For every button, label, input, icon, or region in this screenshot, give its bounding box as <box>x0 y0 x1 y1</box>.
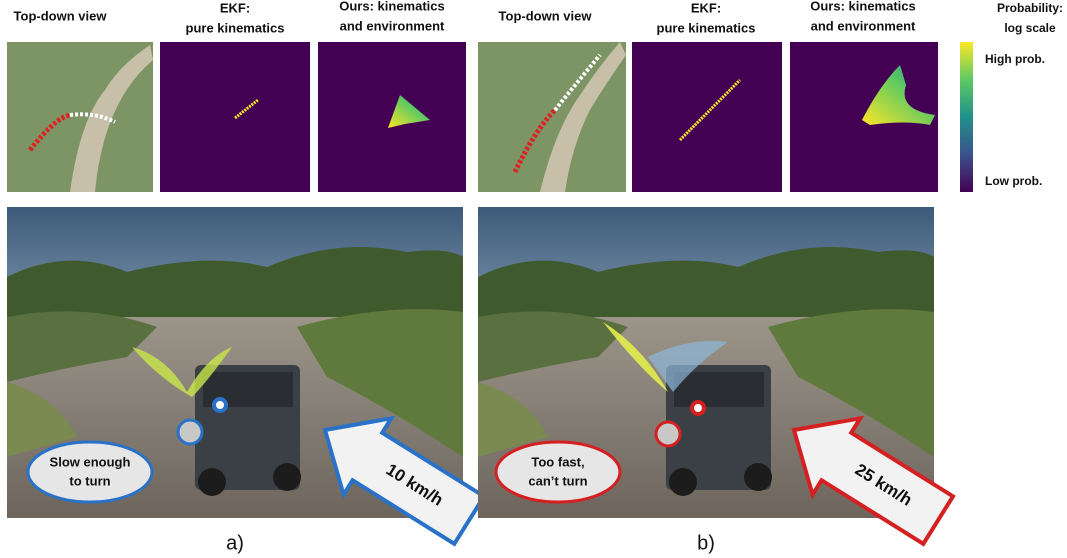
panel-label: a) <box>226 532 244 554</box>
colorbar-title: Probability: <box>997 1 1063 15</box>
colorbar-label: Low prob. <box>985 174 1042 188</box>
header: and environment <box>811 18 916 33</box>
header: EKF: <box>691 0 721 15</box>
callout-text: to turn <box>69 473 110 488</box>
header: pure kinematics <box>186 20 285 35</box>
callout-text: can’t turn <box>528 473 587 488</box>
header: Ours: kinematics <box>339 0 445 13</box>
colorbar-title: log scale <box>1004 21 1056 35</box>
colorbar <box>960 42 973 192</box>
top-down-image <box>7 42 153 192</box>
callout-text: Too fast, <box>531 454 584 469</box>
panel-label: b) <box>697 532 715 554</box>
colorbar-label: High prob. <box>985 52 1045 66</box>
scene-photo: Too fast, can’t turn 25 km/h <box>478 207 962 558</box>
top-down-image <box>478 42 626 192</box>
callout-text: Slow enough <box>50 454 131 469</box>
header: EKF: <box>220 0 250 15</box>
figure: Top-down view EKF: pure kinematics Ours:… <box>0 0 1067 558</box>
header: pure kinematics <box>657 20 756 35</box>
header: Top-down view <box>14 8 108 23</box>
header: and environment <box>340 18 445 33</box>
scene-photo: Slow enough to turn 10 km/h <box>7 207 493 558</box>
ekf-map <box>632 42 782 192</box>
header: Ours: kinematics <box>810 0 916 13</box>
header: Top-down view <box>499 8 593 23</box>
